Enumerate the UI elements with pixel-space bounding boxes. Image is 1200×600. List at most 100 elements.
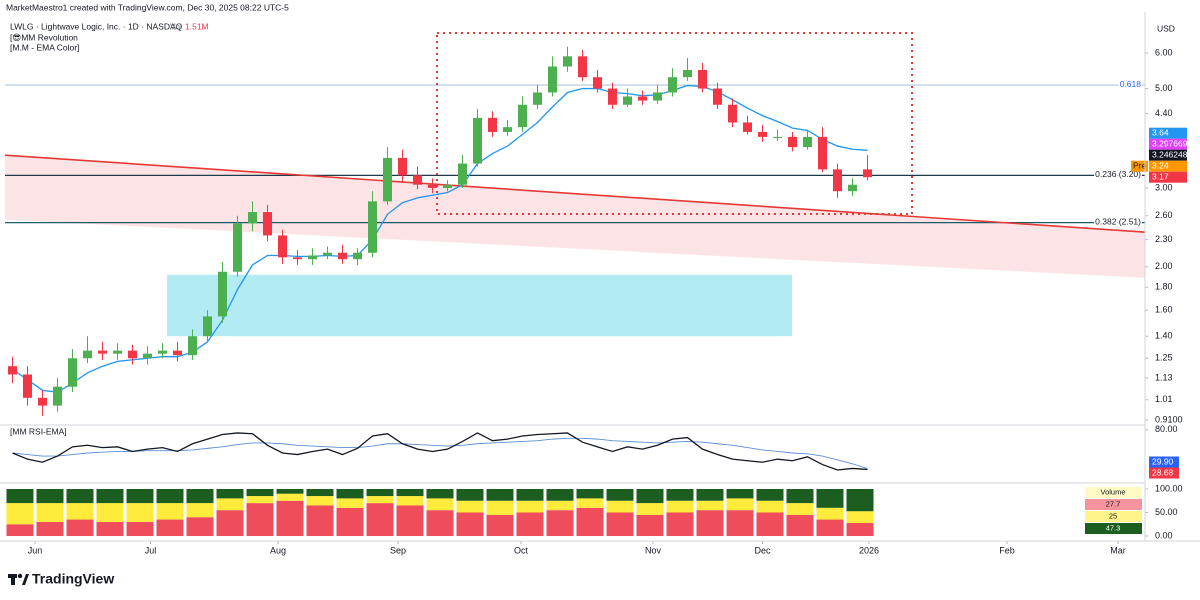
legend-title: Volume — [1100, 487, 1125, 496]
y-tick-label: 80.00 — [1155, 424, 1178, 434]
volume-segment — [576, 498, 604, 508]
ema-line — [12, 84, 868, 393]
volume-segment — [546, 510, 574, 536]
candle-body — [38, 397, 47, 406]
back-layer — [5, 84, 1145, 337]
candle-body — [623, 96, 632, 105]
volume-segment — [606, 489, 634, 501]
volume-segment — [6, 489, 34, 504]
volume-segment — [96, 521, 124, 536]
candle-body — [488, 117, 497, 132]
volume-segment — [786, 489, 814, 504]
panel-title: [MM RSI-EMA] — [10, 426, 67, 436]
candle-body — [293, 257, 302, 260]
candle-body — [833, 169, 842, 192]
y-tick-label: 1.01 — [1155, 394, 1173, 404]
fib-label: 0.382 (2.51) — [1095, 216, 1141, 226]
y-tick-label: 1.60 — [1155, 305, 1173, 315]
volume-segment — [6, 524, 34, 536]
candle-body — [653, 92, 662, 101]
volume-segment — [186, 503, 214, 518]
x-tick-label: 2026 — [859, 545, 879, 555]
candle-body — [743, 122, 752, 132]
volume-segment — [456, 489, 484, 501]
volume-segment — [246, 496, 274, 504]
price-marker-label: 3.17 — [1152, 171, 1169, 181]
candle-body — [128, 350, 137, 359]
x-tick-label: Dec — [754, 545, 771, 555]
candle-body — [338, 252, 347, 260]
volume-segment — [486, 489, 514, 501]
candle-body — [263, 212, 272, 236]
volume-segment — [396, 496, 424, 506]
x-tick-label: Sep — [390, 545, 406, 555]
currency: USD — [1157, 23, 1175, 33]
channel — [5, 155, 1145, 278]
rsi-line — [12, 432, 868, 471]
candle-body — [803, 136, 812, 148]
legend-value: 25 — [1109, 511, 1117, 520]
volume-segment — [216, 498, 244, 511]
volume-segment — [756, 489, 784, 501]
volume-segment — [276, 489, 304, 494]
support-zone — [167, 274, 792, 337]
x-tick-label: Jul — [145, 545, 157, 555]
candle-body — [308, 255, 317, 260]
candle-body — [323, 252, 332, 256]
volume-segment — [486, 514, 514, 536]
volume-segment — [696, 489, 724, 501]
candle-body — [443, 184, 452, 188]
price-marker-label: 3.297669 — [1152, 138, 1188, 148]
candle-body — [113, 350, 122, 354]
y-tick-label: 2.30 — [1155, 234, 1173, 244]
volume-segment — [636, 514, 664, 536]
y-tick-label: 2.00 — [1155, 261, 1173, 271]
candle-body — [548, 66, 557, 93]
volume-segment — [846, 511, 874, 523]
trend-line — [4, 154, 1146, 233]
price-marker — [1149, 160, 1187, 172]
volume-segment — [816, 519, 844, 536]
rsi-marker-label: 28.68 — [1152, 467, 1174, 477]
volume-segment — [606, 512, 634, 536]
volume-segment — [546, 500, 574, 511]
pre-tag — [1131, 160, 1148, 172]
volume-segment — [336, 507, 364, 536]
candle-body — [593, 77, 602, 89]
volume-segment — [366, 489, 394, 497]
volume-segment — [246, 489, 274, 497]
volume-segment — [516, 500, 544, 513]
volume-segment — [756, 500, 784, 513]
volume-segment — [366, 503, 394, 536]
volume-segment — [576, 507, 604, 536]
candle-body — [863, 169, 872, 178]
volume-segment — [516, 489, 544, 501]
legend-cell — [1085, 511, 1142, 522]
volume-segment — [726, 498, 754, 511]
volume-segment — [156, 519, 184, 536]
volume-segment — [426, 510, 454, 536]
volume-segment — [36, 503, 64, 522]
candle-body — [608, 88, 617, 105]
x-tick-label: Jun — [28, 545, 43, 555]
volume-segment — [636, 503, 664, 515]
y-tick-label: 6.00 — [1155, 47, 1173, 57]
volume-segment — [546, 489, 574, 501]
x-tick-label: Aug — [270, 545, 286, 555]
x-tick-label: Feb — [999, 545, 1015, 555]
volume-segment — [306, 505, 334, 536]
indicator: [M.M - EMA Color] — [10, 42, 79, 52]
volume-segment — [666, 489, 694, 501]
candle-body — [98, 350, 107, 354]
volume-segment — [336, 489, 364, 499]
volume-segment — [396, 505, 424, 536]
volume-segment — [216, 489, 244, 499]
x-tick-label: Mar — [1110, 545, 1126, 555]
candle-body — [383, 157, 392, 202]
volume-segment — [816, 489, 844, 508]
candle-body — [503, 127, 512, 132]
y-tick-label: 1.25 — [1155, 353, 1173, 363]
candle-body — [188, 336, 197, 356]
volume-segment — [336, 498, 364, 508]
candle-body — [158, 350, 167, 354]
